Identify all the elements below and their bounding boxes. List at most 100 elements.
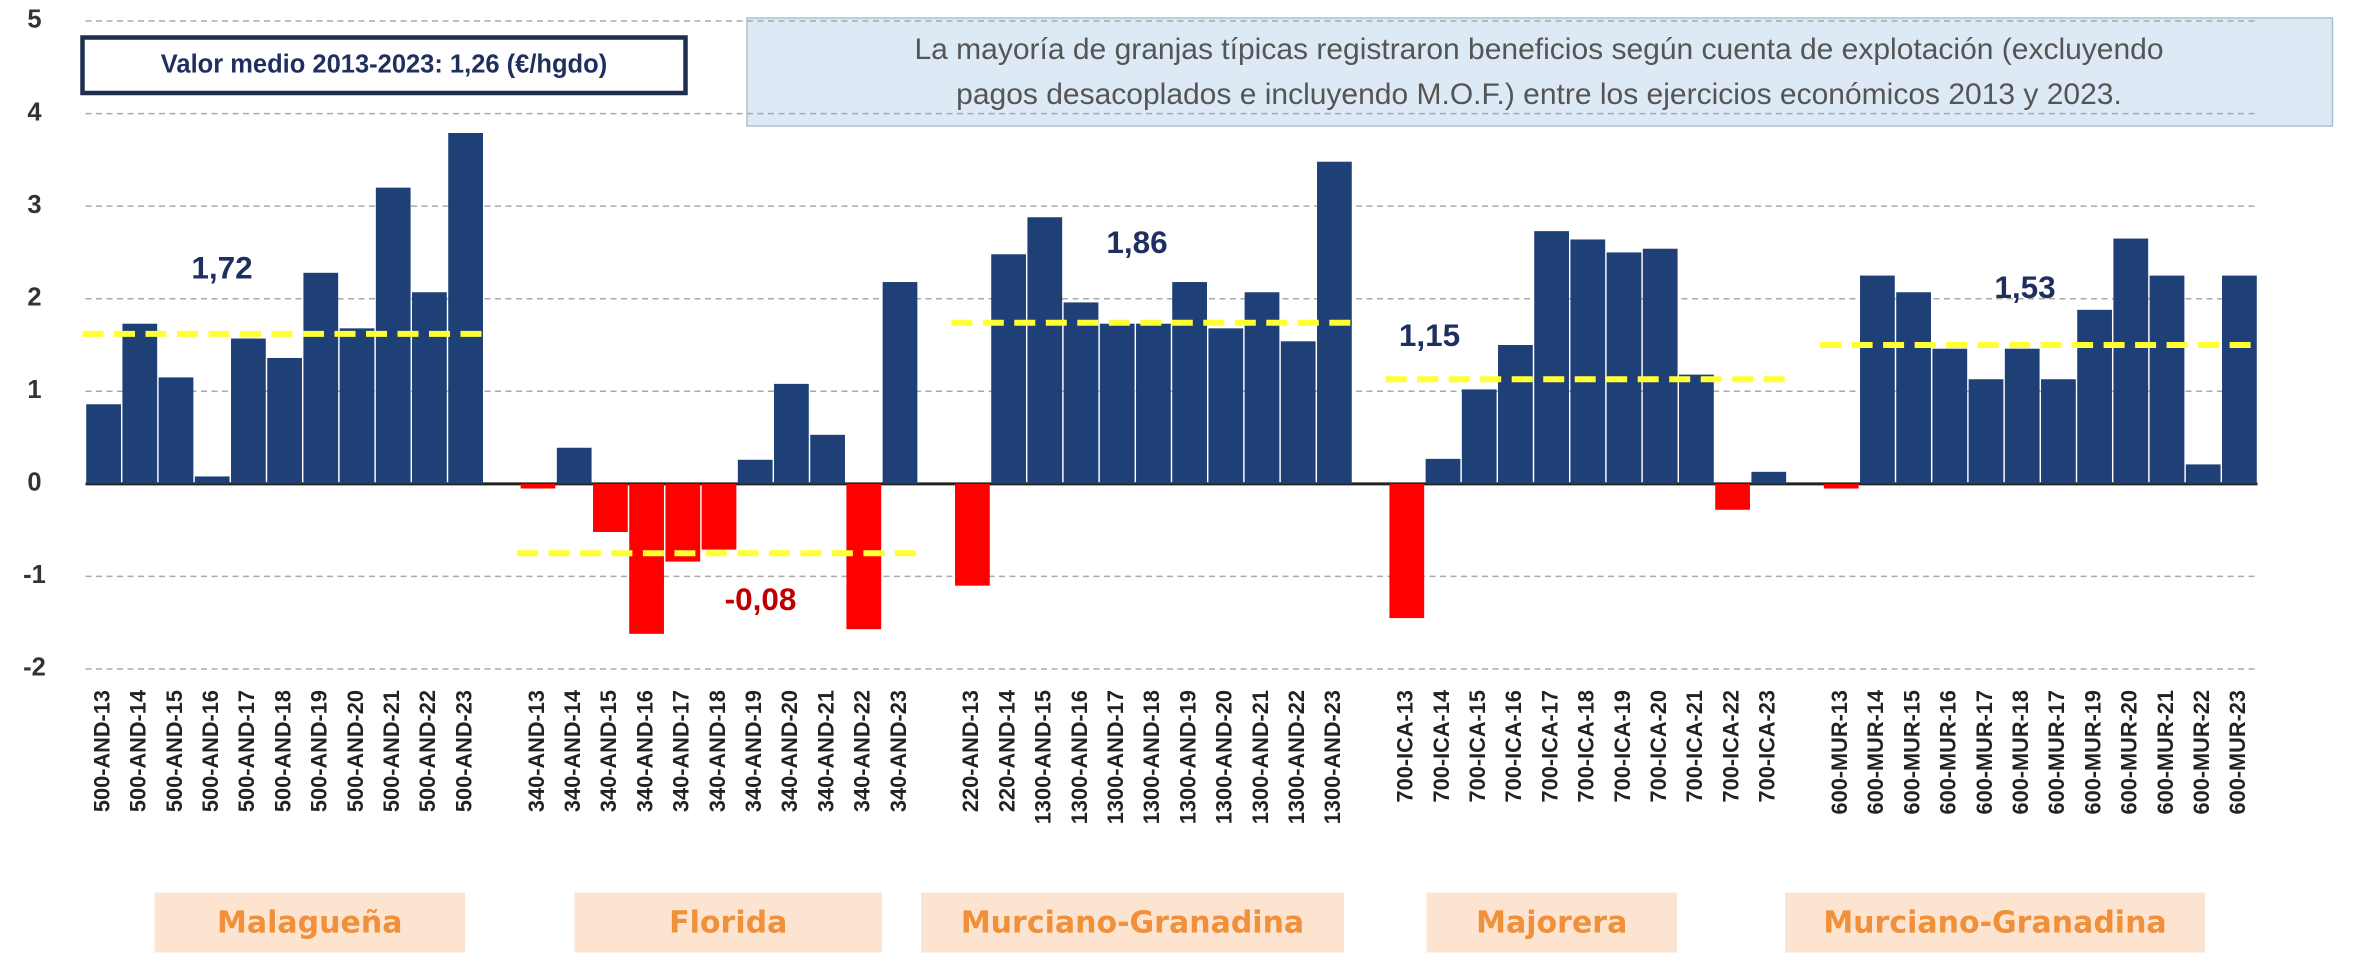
bar [158, 377, 194, 484]
group-box [1426, 892, 1677, 953]
x-tick-label: 600-MUR-17 [2044, 690, 2069, 815]
y-tick-label: 2 [27, 283, 41, 311]
bar [448, 133, 483, 484]
bar [2185, 464, 2221, 484]
x-tick-label: 340-AND-15 [596, 690, 621, 812]
x-tick-label: 700-ICA-21 [1682, 690, 1707, 802]
x-tick-label: 1300-AND-18 [1139, 690, 1164, 824]
bar [1280, 341, 1316, 484]
bar [737, 459, 773, 484]
x-tick-label: 500-AND-19 [307, 690, 332, 812]
x-tick-label: 340-AND-13 [524, 690, 549, 812]
x-tick-label: 500-AND-22 [415, 690, 440, 812]
y-tick-label: 0 [27, 469, 41, 497]
bar [1534, 231, 1569, 484]
x-tick-label: 500-AND-16 [198, 690, 223, 812]
x-tick-label: 340-AND-22 [850, 690, 875, 812]
bar [339, 328, 375, 484]
bar [412, 292, 447, 484]
y-tick-label: 4 [27, 98, 42, 126]
bar [955, 483, 990, 586]
annotation: 1,72 [191, 249, 252, 285]
group-box [921, 892, 1344, 953]
x-tick-label: 600-MUR-13 [1827, 690, 1852, 815]
x-tick-label: 220-AND-13 [958, 690, 983, 812]
bar [774, 383, 809, 484]
x-tick-label: 700-ICA-18 [1574, 690, 1599, 802]
bar [593, 483, 628, 532]
y-tick-label: 1 [27, 376, 41, 404]
x-tick-label: 1300-AND-23 [1320, 690, 1345, 824]
x-tick-label: 700-ICA-20 [1646, 690, 1671, 802]
x-tick-label: 700-ICA-16 [1501, 690, 1526, 802]
bar [2077, 309, 2112, 484]
bar [194, 476, 230, 484]
summary-box [80, 35, 688, 96]
bar [2113, 238, 2149, 484]
bar [810, 434, 845, 484]
x-tick-label: 600-MUR-22 [2189, 690, 2214, 815]
x-tick-label: 600-MUR-14 [1863, 690, 1888, 815]
bar [1932, 348, 1968, 484]
x-tick-label: 500-AND-18 [270, 690, 295, 812]
group-label: Majorera [1476, 906, 1627, 941]
bar [1389, 483, 1425, 619]
bar [267, 357, 302, 484]
group-box [574, 892, 882, 953]
x-tick-label: 1300-AND-17 [1103, 690, 1128, 824]
y-tick-label: -2 [23, 654, 46, 682]
note-line: La mayoría de granjas típicas registraro… [914, 33, 2163, 66]
x-tick-label: 700-ICA-19 [1610, 690, 1635, 802]
bar [1679, 374, 1714, 484]
x-tick-label: 1300-AND-15 [1031, 690, 1056, 824]
bar [2149, 275, 2185, 484]
group-label: Florida [669, 906, 787, 941]
x-tick-label: 340-AND-17 [669, 690, 694, 812]
annotation: 1,86 [1106, 224, 1167, 260]
x-tick-label: 600-MUR-21 [2153, 690, 2178, 815]
bar [882, 282, 918, 484]
bar [629, 483, 664, 634]
bar [1860, 275, 1895, 484]
bar [556, 447, 592, 484]
x-tick-label: 700-ICA-22 [1718, 690, 1743, 802]
bar [1896, 292, 1931, 484]
bar [2004, 348, 2040, 484]
x-tick-label: 600-MUR-18 [2008, 690, 2033, 815]
bar [1172, 282, 1207, 484]
x-tick-label: 500-AND-14 [126, 690, 151, 812]
bar [1063, 302, 1099, 484]
bar [1208, 328, 1244, 484]
bar [1606, 252, 1642, 484]
x-tick-label: 500-AND-23 [451, 690, 476, 812]
x-tick-label: 600-MUR-23 [2225, 690, 2250, 815]
annotation: 1,53 [1994, 269, 2055, 305]
x-tick-label: 340-AND-23 [886, 690, 911, 812]
bar [231, 338, 266, 484]
bar [1136, 323, 1171, 484]
bar [2222, 275, 2257, 484]
group-box [1785, 892, 2205, 953]
x-tick-label: 1300-AND-19 [1175, 690, 1200, 824]
x-tick-label: 700-ICA-23 [1755, 690, 1780, 802]
x-tick-label: 500-AND-15 [162, 690, 187, 812]
group-box [154, 892, 465, 953]
x-tick-label: 500-AND-17 [234, 690, 259, 812]
x-tick-label: 600-MUR-19 [2080, 690, 2105, 815]
group-label: Malagueña [217, 906, 402, 941]
summary: Valor medio 2013-2023: 1,26 (€/hgdo) [161, 51, 607, 79]
x-tick-label: 340-AND-16 [632, 690, 657, 812]
group-label: Murciano-Granadina [1823, 906, 2166, 941]
bar [1027, 217, 1063, 484]
y-tick-label: 3 [27, 191, 41, 219]
bar [1099, 323, 1135, 484]
x-tick-label: 700-ICA-14 [1429, 690, 1454, 802]
bar [1751, 471, 1787, 484]
annotation: -0,08 [725, 581, 797, 617]
x-tick-label: 1300-AND-20 [1212, 690, 1237, 824]
bar [1715, 483, 1750, 510]
bar [1498, 345, 1533, 484]
bar [1642, 248, 1678, 484]
x-tick-label: 600-MUR-17 [1972, 690, 1997, 815]
